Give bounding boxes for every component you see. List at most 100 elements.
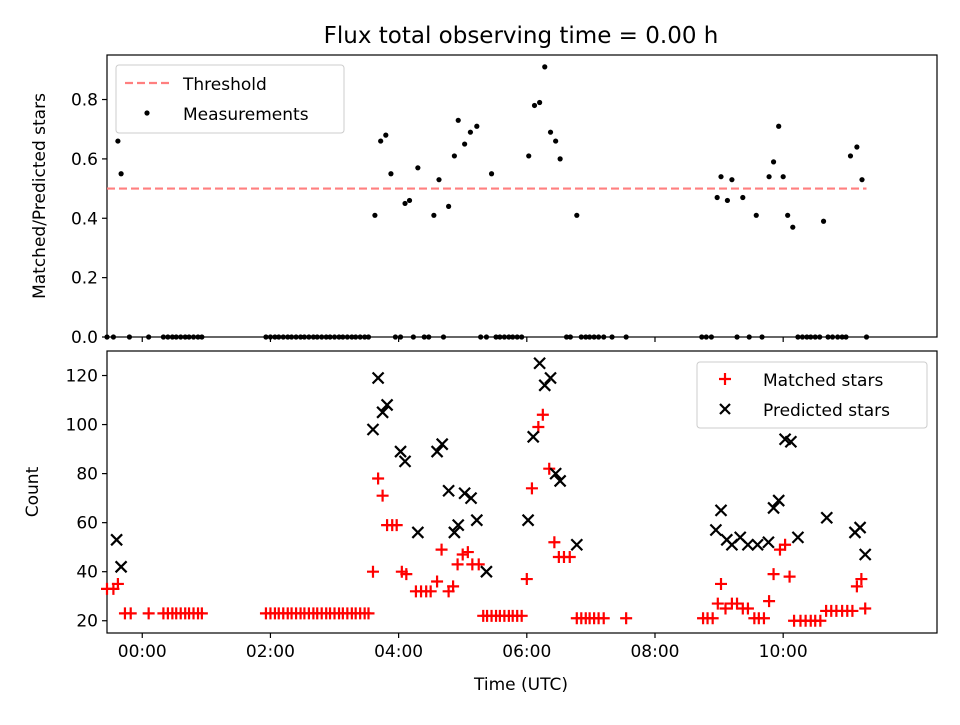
measurement-point: [426, 334, 432, 340]
top-panel: 0.00.20.40.60.8 Matched/Predicted stars …: [30, 54, 938, 348]
matched-star-point: [536, 408, 549, 421]
measurement-point: [365, 334, 372, 340]
measurement-point: [378, 138, 384, 144]
predicted-star-point: [791, 531, 805, 544]
measurement-point: [392, 334, 399, 340]
legend-measurements-swatch: [144, 110, 150, 116]
measurement-point: [178, 334, 184, 340]
top-legend-box: [115, 64, 345, 134]
matched-star-point: [431, 575, 444, 588]
measurement-point: [734, 334, 740, 340]
matched-star-point: [400, 568, 413, 581]
x-tick-label: 10:00: [759, 642, 808, 662]
measurement-point: [397, 334, 404, 340]
measurement-point: [519, 334, 525, 340]
y-tick-label: 100: [66, 416, 98, 436]
top-x-axis: [141, 337, 784, 342]
matched-star-point: [548, 536, 561, 549]
matched-star-point: [111, 577, 124, 590]
predicted-star-point: [751, 538, 764, 551]
measurement-point: [115, 138, 121, 144]
matched-star-point: [859, 602, 872, 615]
legend-measurements-label: Measurements: [183, 105, 309, 125]
predicted-star-point: [714, 504, 728, 517]
y-tick-label: 0.6: [71, 150, 98, 170]
measurement-point: [820, 218, 827, 224]
matched-star-point: [515, 609, 528, 622]
matched-star-point: [779, 538, 792, 551]
measurement-point: [854, 144, 860, 150]
y-tick-label: 120: [66, 367, 98, 387]
matched-star-point: [543, 462, 556, 475]
predicted-star-point: [549, 467, 562, 480]
bottom-x-axis-label: Time (UTC): [473, 675, 568, 695]
measurement-point: [547, 129, 554, 135]
predicted-star-point: [570, 538, 584, 551]
matched-star-point: [124, 607, 137, 620]
measurement-point: [110, 334, 117, 340]
measurement-point: [770, 159, 777, 165]
measurement-point: [708, 334, 714, 340]
bottom-y-axis: 20 40 60 80 100 120: [66, 367, 107, 632]
measurement-point: [190, 334, 197, 340]
matched-star-point: [715, 577, 728, 590]
predicted-star-point: [394, 445, 407, 458]
y-tick-label: 60: [76, 514, 98, 534]
measurement-point: [195, 334, 201, 340]
predicted-star-point: [784, 435, 798, 449]
measurement-point: [578, 334, 584, 340]
predicted-star-point: [762, 535, 775, 549]
predicted-star-point: [430, 445, 444, 458]
measurement-point: [799, 334, 806, 340]
measurement-point: [436, 177, 442, 183]
matched-star-point: [767, 568, 780, 581]
measurement-point: [766, 174, 772, 180]
measurement-point: [319, 334, 325, 340]
measurement-point: [388, 171, 394, 177]
measurement-point: [293, 334, 299, 340]
measurement-point: [440, 334, 447, 340]
measurement-point: [199, 334, 205, 340]
measurement-point: [288, 334, 295, 340]
measurement-point: [729, 177, 735, 183]
measurement-point: [812, 334, 818, 340]
measurement-point: [835, 334, 841, 340]
matched-star-point: [711, 597, 724, 610]
measurement-point: [542, 64, 548, 70]
predicted-star-point: [114, 560, 128, 574]
predicted-star-point: [470, 513, 484, 527]
measurement-point: [349, 334, 355, 340]
matched-star-point: [850, 580, 863, 593]
predicted-star-point: [435, 437, 449, 451]
measurement-point: [415, 165, 421, 171]
predicted-star-point: [858, 548, 872, 561]
measurement-point: [353, 334, 359, 340]
measurement-point: [591, 334, 597, 340]
measurement-point: [372, 212, 378, 218]
predicted-star-point: [480, 565, 493, 578]
predicted-star-point: [464, 491, 478, 505]
measurement-point: [843, 334, 849, 340]
measurement-point: [497, 334, 503, 340]
matched-star-point: [757, 612, 770, 625]
measurement-point: [759, 334, 765, 340]
measurement-point: [421, 334, 427, 340]
legend-predicted-swatch: [719, 403, 731, 415]
matched-star-point: [763, 595, 776, 608]
measurement-point: [104, 334, 110, 340]
predicted-star-point: [853, 521, 867, 534]
matched-star-point: [390, 519, 403, 532]
predicted-star-point: [371, 371, 385, 385]
measurement-point: [506, 334, 512, 340]
predicted-star-point: [544, 371, 557, 385]
predicted-star-point: [767, 501, 780, 515]
matched-star-point: [376, 489, 389, 502]
matched-star-point: [620, 612, 633, 625]
matched-star-point: [741, 602, 754, 615]
measurement-point: [488, 171, 495, 177]
measurement-point: [310, 334, 316, 340]
measurement-point: [165, 334, 171, 340]
predicted-star-point: [741, 538, 755, 551]
measurement-point: [595, 334, 602, 340]
